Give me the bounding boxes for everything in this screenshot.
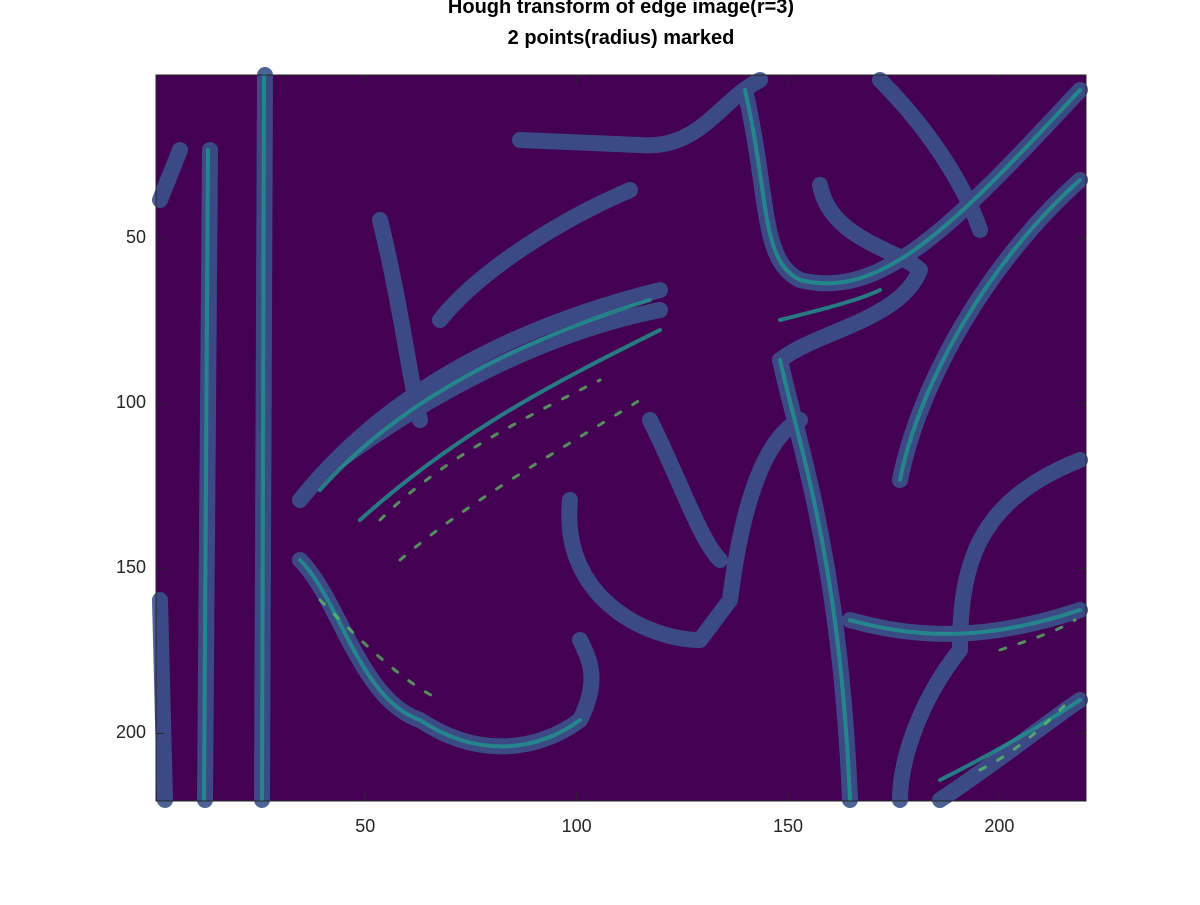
y-tick-label: 150: [116, 557, 146, 577]
chart-subtitle: 2 points(radius) marked: [508, 27, 735, 49]
x-tick-label: 150: [773, 816, 803, 836]
x-tick-label: 200: [984, 816, 1014, 836]
y-tick-label: 100: [116, 392, 146, 412]
x-tick-label: 100: [562, 816, 592, 836]
axes-box: [155, 74, 1087, 802]
edge-image-texture: [152, 67, 1088, 808]
chart-title: Hough transform of edge image(r=3): [448, 0, 794, 18]
x-tick-label: 50: [355, 816, 375, 836]
y-tick-label: 50: [126, 227, 146, 247]
y-tick-label: 200: [116, 722, 146, 742]
image-background: [156, 75, 1086, 801]
